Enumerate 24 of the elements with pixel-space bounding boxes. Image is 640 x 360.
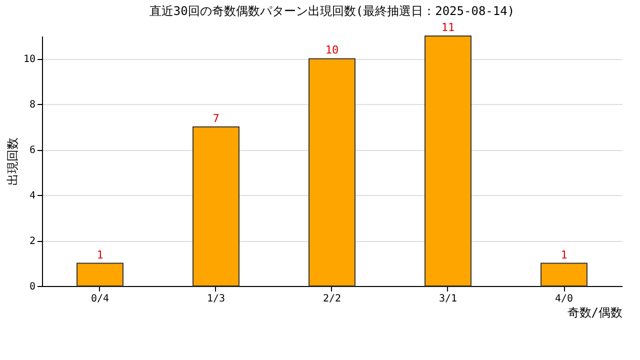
bar: [424, 36, 472, 286]
y-axis-title: 出現回数: [5, 138, 20, 186]
x-tick-label: 2/2: [322, 294, 342, 304]
y-tick-label: 4: [29, 190, 36, 202]
y-tick-label: 2: [29, 236, 36, 248]
data-label: 11: [441, 21, 455, 34]
x-tick-label: 3/1: [438, 294, 458, 304]
x-tick-label: 1/3: [206, 294, 226, 304]
data-label: 7: [212, 112, 220, 125]
bar: [192, 126, 240, 286]
bar: [308, 58, 356, 286]
y-tick-label: 10: [23, 54, 36, 66]
x-tick-label: 0/4: [90, 294, 110, 304]
bar: [540, 262, 588, 286]
x-axis-title: 奇数/偶数: [567, 306, 622, 320]
y-tick-label: 8: [29, 100, 36, 111]
data-label: 1: [96, 248, 104, 262]
y-tick-label: 6: [29, 145, 36, 156]
data-label: 10: [325, 44, 339, 57]
bar: [76, 262, 124, 286]
chart-title: 直近30回の奇数偶数パターン出現回数(最終抽選日：2025-08-14): [149, 4, 515, 18]
data-label: 1: [560, 248, 568, 262]
y-tick-label: 0: [29, 282, 36, 292]
x-tick-label: 4/0: [554, 294, 574, 304]
